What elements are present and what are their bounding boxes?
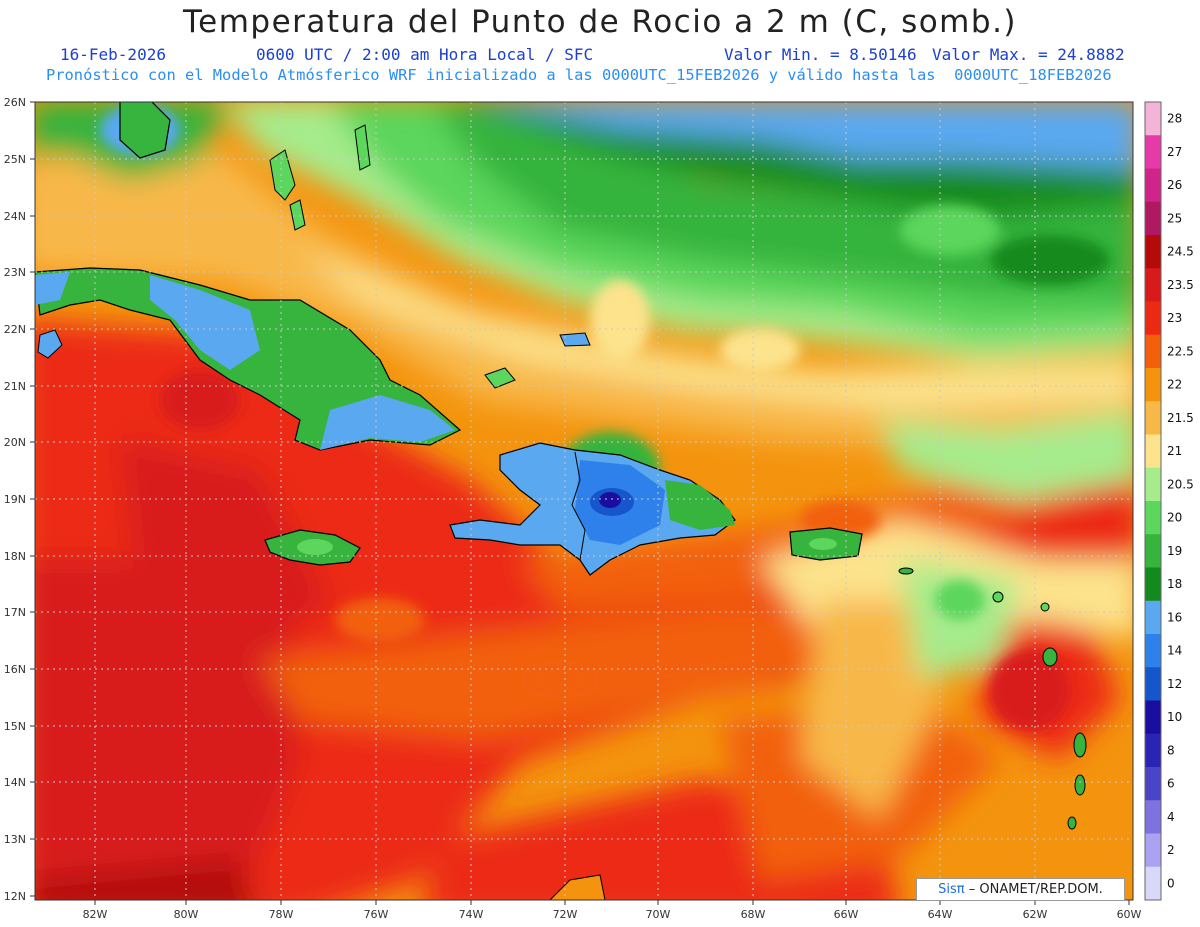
lon-label: 62W [1023,908,1048,921]
longitude-labels: 82W 80W 78W 76W 74W 72W 70W 68W 66W 64W … [83,908,1142,921]
dewpoint-field [35,102,1133,900]
colorbar-label: 19 [1167,544,1182,558]
lat-label: 14N [4,776,26,789]
lat-label: 19N [4,493,26,506]
colorbar-swatch [1145,567,1161,602]
latitude-labels: 26N 25N 24N 23N 22N 21N 20N 19N 18N 17N … [4,96,26,903]
colorbar-label: 23 [1167,311,1182,325]
colorbar-swatch [1145,135,1161,169]
lon-label: 76W [364,908,389,921]
time-info: 0600 UTC / 2:00 am Hora Local / SFC [256,45,594,64]
colorbar-swatch [1145,634,1161,668]
colorbar-swatch [1145,201,1161,236]
lat-label: 25N [4,153,26,166]
max-value: Valor Max. = 24.8882 [932,45,1125,64]
colorbar-label: 2 [1167,843,1175,857]
lat-label: 15N [4,720,26,733]
colorbar-label: 26 [1167,178,1182,192]
colorbar-swatch [1145,368,1161,402]
colorbar-swatch [1145,168,1161,203]
colorbar-label: 21 [1167,444,1182,458]
credit-text: – ONAMET/REP.DOM. [968,882,1103,897]
colorbar-label: 16 [1167,610,1182,624]
lat-label: 16N [4,663,26,676]
colorbar-swatch [1145,102,1161,136]
lat-lon-grid [35,102,1133,900]
colorbar-swatch [1145,501,1161,535]
colorbar-label: 10 [1167,710,1182,724]
colorbar-swatch [1145,800,1161,834]
lon-label: 80W [174,908,199,921]
colorbar-label: 20.5 [1167,477,1194,491]
lon-label: 70W [646,908,671,921]
lon-label: 72W [553,908,578,921]
colorbar-swatch [1145,334,1161,369]
lat-label: 18N [4,550,26,563]
lat-label: 24N [4,210,26,223]
colorbar-label: 6 [1167,777,1175,791]
lon-label: 78W [269,908,294,921]
colorbar-label: 8 [1167,743,1175,757]
colorbar-swatch [1145,434,1161,469]
colorbar-label: 28 [1167,112,1182,126]
lon-label: 66W [834,908,859,921]
colorbar-swatch [1145,667,1161,701]
model-info: Pronóstico con el Modelo Atmósferico WRF… [46,66,1112,84]
sispi-logo-text: Sisπ [938,882,965,897]
colorbar-swatch [1145,301,1161,336]
colorbar-label: 22 [1167,378,1182,392]
colorbar-label: 18 [1167,577,1182,591]
lon-label: 60W [1117,908,1142,921]
lat-label: 23N [4,266,26,279]
valid-date: 16-Feb-2026 [60,45,166,64]
colorbar-swatch [1145,700,1161,735]
lat-label: 12N [4,890,26,903]
colorbar-label: 12 [1167,677,1182,691]
colorbar-frame [1144,101,1162,901]
lon-label: 74W [459,908,484,921]
lat-label: 21N [4,380,26,393]
colorbar-label: 21.5 [1167,411,1194,425]
colorbar: 2827262524.523.52322.52221.52120.5201918… [1144,101,1194,901]
colorbar-label: 0 [1167,876,1175,890]
colorbar-swatch [1145,733,1161,768]
credit-box: Sisπ – ONAMET/REP.DOM. [916,878,1125,901]
lon-label: 64W [928,908,953,921]
colorbar-swatch [1145,866,1161,901]
colorbar-swatch [1145,401,1161,435]
lat-label: 13N [4,833,26,846]
map-frame [34,101,1134,901]
colorbar-label: 27 [1167,145,1182,159]
colorbar-label: 4 [1167,810,1175,824]
colorbar-swatch [1145,767,1161,801]
colorbar-swatch [1145,833,1161,868]
colorbar-swatch [1145,268,1161,302]
colorbar-swatch [1145,467,1161,502]
lat-label: 26N [4,96,26,109]
colorbar-swatch [1145,534,1161,568]
colorbar-label: 25 [1167,211,1182,225]
colorbar-label: 14 [1167,644,1182,658]
colorbar-label: 24.5 [1167,245,1194,259]
map-title: Temperatura del Punto de Rocio a 2 m (C,… [182,4,1018,40]
lon-label: 82W [83,908,108,921]
lat-label: 22N [4,323,26,336]
lat-label: 20N [4,436,26,449]
colorbar-label: 22.5 [1167,344,1194,358]
lat-label: 17N [4,606,26,619]
colorbar-swatch [1145,600,1161,635]
colorbar-label: 23.5 [1167,278,1194,292]
min-value: Valor Min. = 8.50146 [724,45,917,64]
lon-label: 68W [741,908,766,921]
colorbar-label: 20 [1167,511,1182,525]
colorbar-swatch [1145,235,1161,269]
